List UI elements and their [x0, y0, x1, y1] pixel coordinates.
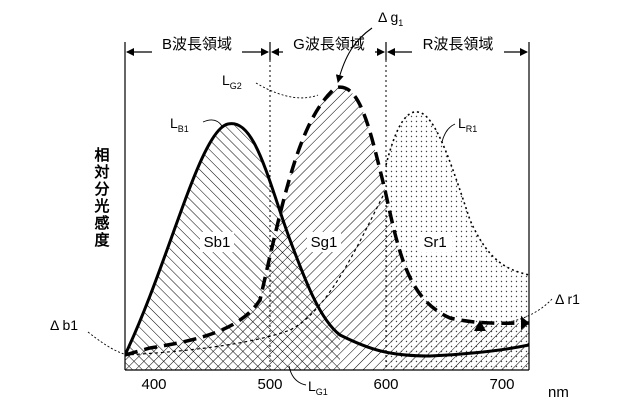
region-header: B波長領域 G波長領域 R波長領域 — [124, 34, 530, 60]
x-tick-600: 600 — [373, 376, 398, 393]
curve-lg2 — [125, 85, 529, 357]
curve-label-lb1: LB1 — [170, 115, 189, 134]
leader-delta-g1 — [335, 27, 373, 83]
delta-r1-arrow-right — [521, 316, 529, 330]
x-tick-500: 500 — [257, 376, 282, 393]
region-label-b: B波長領域 — [162, 36, 232, 53]
region-label-g: G波長領域 — [293, 36, 365, 53]
leader-lg2 — [255, 82, 319, 99]
curve-lb1 — [125, 122, 529, 358]
area-label-sr1: Sr1 — [423, 234, 446, 251]
plot-frame — [124, 60, 530, 371]
leader-lb1 — [202, 119, 223, 127]
area-sr1 — [386, 111, 529, 370]
delta-label-b1: Δ b1 — [50, 317, 78, 333]
area-label-sg1: Sg1 — [311, 234, 338, 251]
region-label-r: R波長領域 — [423, 36, 494, 53]
y-axis-label: 相対分光感度 — [93, 146, 111, 249]
delta-label-r1: Δ r1 — [555, 291, 580, 307]
x-tick-700: 700 — [489, 376, 514, 393]
curve-label-lr1: LR1 — [458, 115, 477, 134]
curve-lg1 — [125, 189, 387, 356]
delta-r1-arrow — [474, 320, 486, 331]
leader-delta-r1 — [507, 298, 553, 323]
leader-lr1 — [441, 123, 456, 143]
x-unit-label: nm — [548, 384, 569, 401]
x-tick-400: 400 — [141, 376, 166, 393]
curve-label-lg1: LG1 — [308, 378, 328, 397]
delta-label-g1: Δ g1 — [378, 9, 403, 28]
leader-lg1 — [288, 365, 307, 386]
curve-label-lg2: LG2 — [222, 72, 242, 91]
area-label-sb1: Sb1 — [204, 234, 231, 251]
leader-delta-b1 — [87, 331, 125, 355]
area-sg1 — [125, 87, 529, 370]
